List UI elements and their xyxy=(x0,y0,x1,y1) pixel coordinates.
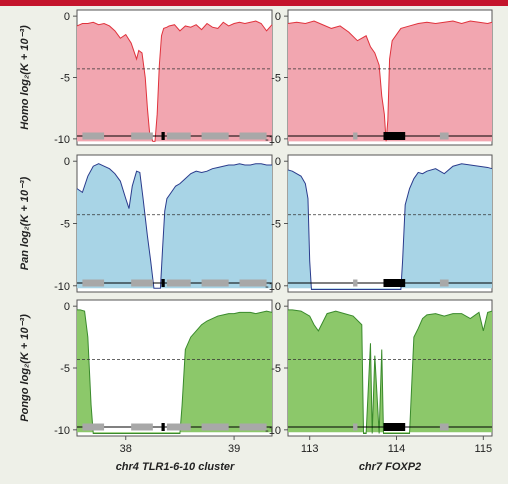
gene-block xyxy=(201,423,229,431)
gene-block xyxy=(439,132,449,140)
panel-grid: Homo log₂(K + 10⁻³) 0 -5 -10 0 -5 -10 Pan log₂(… xyxy=(19,9,493,455)
y-tick-label: 0 xyxy=(64,11,70,23)
y-axis-species: Pongo xyxy=(19,384,31,421)
line-pongo-1 xyxy=(288,309,493,435)
y-tick-label: -10 xyxy=(265,425,281,437)
x-tick-label: 38 xyxy=(120,443,132,455)
y-axis-species: Homo xyxy=(19,95,31,129)
gene-block xyxy=(439,279,449,287)
top-accent-bar xyxy=(0,0,508,6)
gene-block xyxy=(131,423,153,431)
line-pan-0 xyxy=(76,163,272,289)
y-tick-label: -5 xyxy=(271,73,281,85)
x-axis-label-left: chr4 TLR1-6-10 cluster xyxy=(116,461,235,473)
area-pan-0 xyxy=(77,163,272,289)
area-pan-1 xyxy=(288,163,492,290)
gene-block xyxy=(82,132,105,140)
gene-block xyxy=(353,423,358,431)
gene-block xyxy=(131,132,153,140)
x-tick-label: 113 xyxy=(301,443,319,455)
x-tick-label: 115 xyxy=(475,443,493,455)
area-pongo-1 xyxy=(288,309,492,434)
line-homo-1 xyxy=(287,20,493,142)
gene-block xyxy=(439,423,449,431)
gene-block xyxy=(239,132,267,140)
gene-block xyxy=(201,132,229,140)
y-tick-label: -5 xyxy=(60,363,70,375)
line-pongo-0 xyxy=(77,309,273,435)
y-tick-label: 0 xyxy=(275,11,281,23)
y-tick-label: -10 xyxy=(54,281,70,293)
gene-block xyxy=(353,132,358,140)
gene-block-highlight xyxy=(383,132,406,140)
y-tick-label: -5 xyxy=(60,73,70,85)
x-tick-label: 39 xyxy=(228,443,240,455)
gene-block xyxy=(353,279,358,287)
y-tick-label: 0 xyxy=(275,301,281,313)
y-axis-species: Pan xyxy=(19,247,31,270)
y-tick-label: -10 xyxy=(54,425,70,437)
gene-block xyxy=(239,423,267,431)
x-axis-label-right: chr7 FOXP2 xyxy=(359,461,421,473)
gene-block-highlight xyxy=(161,423,165,431)
line-pan-1 xyxy=(287,163,493,291)
area-pongo-0 xyxy=(77,309,272,434)
x-tick-label: 114 xyxy=(388,443,406,455)
y-tick-label: 0 xyxy=(64,301,70,313)
y-axis-unit: log₂(K + 10⁻³) xyxy=(19,176,31,247)
gene-block xyxy=(239,279,267,287)
gene-block-highlight xyxy=(383,279,406,287)
gene-block-highlight xyxy=(383,423,406,431)
gene-block xyxy=(166,423,191,431)
y-tick-label: -10 xyxy=(54,134,70,146)
y-tick-label: -5 xyxy=(271,219,281,231)
y-axis-label: Pongo log₂(K + 10⁻³) xyxy=(19,314,31,422)
y-tick-label: -5 xyxy=(271,363,281,375)
gene-block-highlight xyxy=(161,132,165,140)
y-tick-label: -10 xyxy=(265,134,281,146)
gene-block xyxy=(201,279,229,287)
line-homo-0 xyxy=(76,20,273,142)
gene-block xyxy=(166,279,191,287)
gene-block xyxy=(166,132,191,140)
y-axis-label: Pan log₂(K + 10⁻³) xyxy=(19,176,31,270)
y-axis-label: Homo log₂(K + 10⁻³) xyxy=(19,25,31,130)
area-homo-1 xyxy=(288,21,492,142)
gene-block xyxy=(131,279,153,287)
y-axis-unit: log₂(K + 10⁻³) xyxy=(19,25,31,96)
area-homo-0 xyxy=(77,21,272,142)
y-tick-label: -10 xyxy=(265,281,281,293)
gene-block xyxy=(82,279,105,287)
y-tick-label: -5 xyxy=(60,219,70,231)
y-axis-unit: log₂(K + 10⁻³) xyxy=(19,314,31,385)
gene-block-highlight xyxy=(161,279,165,287)
gene-block xyxy=(82,423,105,431)
y-tick-label: 0 xyxy=(275,156,281,168)
y-tick-label: 0 xyxy=(64,156,70,168)
